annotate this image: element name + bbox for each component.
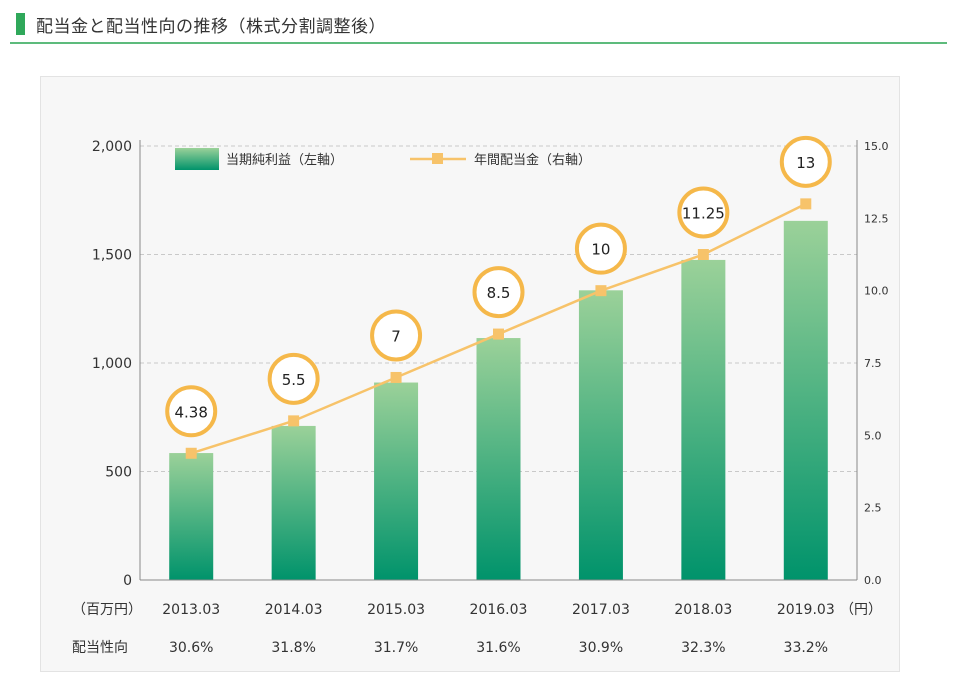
dividend-label-circle	[574, 222, 627, 275]
dividend-label-circle	[472, 266, 525, 319]
dividend-marker	[697, 249, 709, 260]
dividend-marker	[288, 415, 300, 427]
right-tick-label: 10.0	[864, 285, 889, 298]
dividend-label-circle	[165, 385, 218, 438]
bar-2019.03	[783, 220, 828, 581]
dividend-marker	[493, 328, 504, 340]
legend-bar-swatch	[175, 148, 219, 170]
bar-2014.03	[271, 425, 316, 580]
payout-ratio-label: 配当性向	[72, 640, 128, 656]
dividend-data-label: 8.5	[487, 284, 511, 302]
legend-line-marker	[432, 153, 443, 164]
dividend-data-label: 10	[591, 241, 610, 259]
right-tick-label: 0.0	[864, 574, 882, 587]
x-tick-label: 2013.03	[162, 602, 220, 618]
payout-ratio-value: 32.3%	[681, 640, 725, 656]
left-tick-label: 1,500	[92, 248, 132, 264]
x-tick-label: 2017.03	[572, 602, 630, 618]
right-axis-unit: （円）	[840, 602, 882, 618]
dividend-data-label: 7	[391, 327, 401, 345]
bar-2016.03	[476, 338, 521, 580]
payout-ratio-value: 31.6%	[476, 640, 520, 656]
page-title: 配当金と配当性向の推移（株式分割調整後）	[36, 17, 386, 37]
payout-ratio-value: 30.6%	[169, 640, 213, 656]
x-tick-label: 2015.03	[367, 602, 425, 618]
section-header: 配当金と配当性向の推移（株式分割調整後）	[10, 8, 947, 44]
left-axis-unit: （百万円）	[72, 602, 142, 618]
left-tick-label: 0	[123, 573, 132, 589]
payout-ratio-value: 31.8%	[271, 640, 315, 656]
x-tick-label: 2014.03	[265, 602, 323, 618]
right-tick-label: 12.5	[864, 212, 889, 225]
dividend-data-label: 13	[796, 154, 815, 172]
right-tick-label: 15.0	[864, 140, 889, 153]
bar-2015.03	[374, 382, 419, 580]
dividend-label-circle	[677, 186, 730, 239]
dividend-marker	[800, 198, 812, 210]
bar-2017.03	[578, 290, 623, 580]
left-tick-label: 500	[105, 465, 132, 481]
x-tick-label: 2016.03	[470, 602, 528, 618]
dividend-label-circle	[370, 309, 423, 362]
grid-layer	[140, 145, 857, 472]
dividend-data-label: 4.38	[175, 403, 208, 421]
x-tick-label: 2018.03	[674, 602, 732, 618]
right-tick-label: 5.0	[864, 429, 882, 442]
payout-ratio-value: 31.7%	[374, 640, 418, 656]
dividend-marker	[185, 447, 197, 459]
payout-ratio-value: 33.2%	[784, 640, 828, 656]
line-layer	[185, 198, 812, 459]
axis-layer: 0 500 1,000 1,500 2,000 0.0 2.5 5.0 7.5 10.0 12.5 1…	[72, 139, 889, 656]
header-accent-bar	[16, 13, 25, 35]
bar-2018.03	[681, 259, 726, 580]
right-tick-label: 2.5	[864, 502, 882, 515]
bar-layer	[169, 220, 828, 581]
legend-bar-label: 当期純利益（左軸）	[226, 153, 343, 168]
label-layer: 4.38 5.5 7 8.5 10 11.25 13	[165, 135, 832, 438]
dividend-data-label: 5.5	[282, 371, 306, 389]
dividend-marker	[390, 371, 402, 383]
legend: 当期純利益（左軸） 年間配当金（右軸）	[175, 148, 591, 170]
dividend-label-circle	[779, 135, 832, 188]
right-tick-label: 7.5	[864, 357, 882, 370]
payout-ratio-value: 30.9%	[579, 640, 623, 656]
dividend-data-label: 11.25	[682, 205, 725, 223]
left-tick-label: 2,000	[92, 139, 132, 155]
legend-line-label: 年間配当金（右軸）	[474, 152, 591, 168]
dividend-label-circle	[267, 352, 320, 405]
dividend-marker	[595, 285, 607, 297]
bar-2013.03	[169, 453, 214, 580]
x-tick-label: 2019.03	[777, 602, 835, 618]
left-tick-label: 1,000	[92, 356, 132, 372]
